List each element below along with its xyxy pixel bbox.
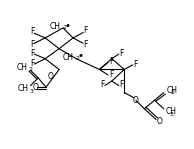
Text: 3: 3 (29, 89, 33, 94)
Text: CH: CH (166, 107, 177, 116)
Text: F: F (109, 70, 113, 79)
Text: F: F (120, 80, 124, 89)
Text: F: F (83, 27, 88, 35)
Text: F: F (100, 80, 105, 89)
Text: O: O (48, 72, 54, 81)
Text: 3: 3 (170, 112, 173, 117)
Text: F: F (30, 49, 34, 58)
Text: F: F (83, 40, 88, 49)
Text: F: F (30, 40, 34, 49)
Text: F: F (30, 27, 34, 36)
Text: •: • (78, 51, 84, 61)
Text: 2: 2 (170, 90, 174, 95)
Text: CH: CH (50, 22, 61, 31)
Text: CH: CH (17, 84, 28, 93)
Text: CH: CH (63, 53, 74, 62)
Text: F: F (30, 59, 34, 68)
Text: 2: 2 (76, 56, 80, 61)
Text: F: F (120, 49, 124, 58)
Text: •: • (65, 21, 71, 31)
Text: CH: CH (167, 86, 178, 95)
Text: O: O (32, 83, 38, 92)
Text: 2: 2 (62, 25, 67, 30)
Text: CH: CH (16, 63, 27, 72)
Text: F: F (109, 56, 113, 66)
Text: F: F (133, 60, 137, 69)
Text: O: O (133, 96, 139, 105)
Text: 2: 2 (29, 67, 32, 72)
Text: O: O (156, 117, 162, 126)
